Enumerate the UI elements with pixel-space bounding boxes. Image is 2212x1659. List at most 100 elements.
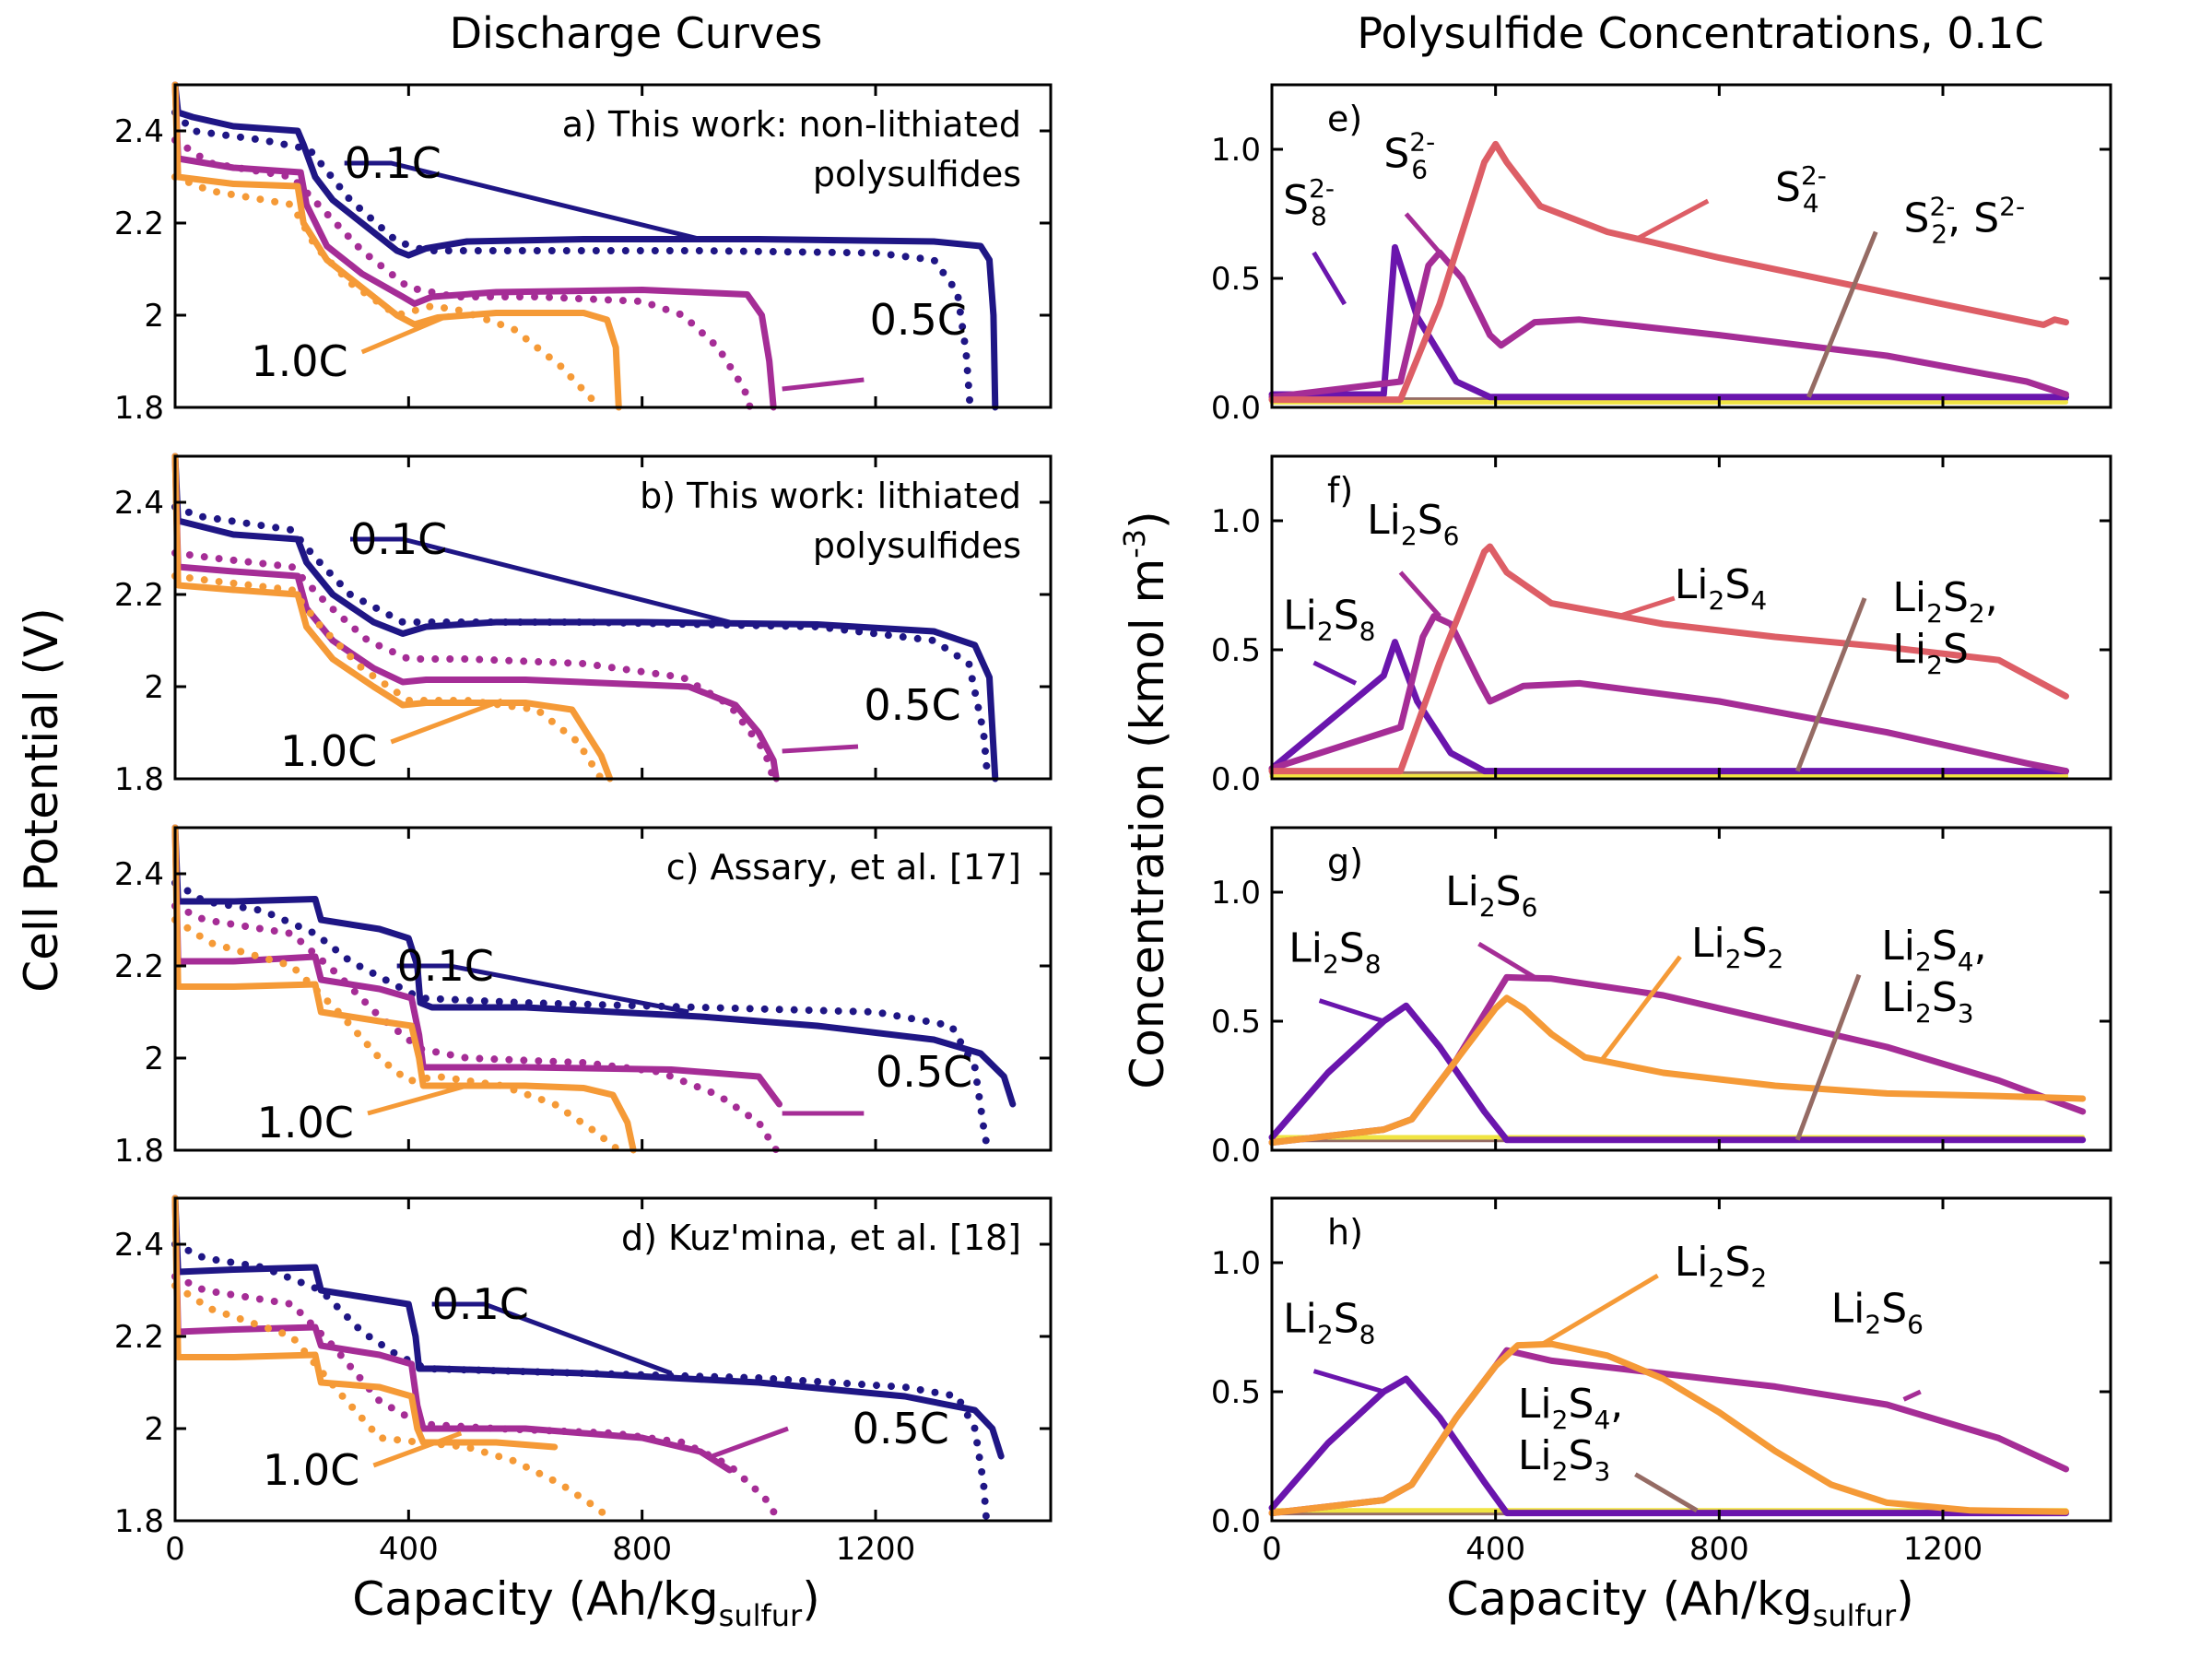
series-line-c-c01-solid [171,824,1017,1108]
series-line-c-c10-dotted [171,916,623,1154]
x-tick-label-d-1200: 1200 [836,1531,916,1568]
panel-label-b: b) This work: lithiated [640,476,1021,516]
panel-e: 0.00.51.0e)S2-8S2-6 S2-4 S2-2, S2- [1211,83,2112,427]
rate-label-d-c05: 0.5C [853,1404,949,1453]
species-label-e-s6: S2-6 [1383,127,1435,185]
species-label-f-s8: Li2S8 [1283,593,1375,647]
species-subscript2: 4 [1750,585,1767,616]
species-line2-main2: S [1569,1432,1594,1479]
annotation-leader-d-c10 [372,1430,463,1468]
series-line-c-c01-dotted [171,879,992,1154]
y-tick-label-e-1: 1.0 [1211,132,1261,169]
series-line-f-s8 [1268,639,2069,775]
species-label-h-s8: Li2S8 [1283,1296,1375,1350]
species-subscript: 2 [1725,944,1742,974]
annotation-leader-a-c10 [360,312,451,355]
y-tick-label-c-2: 2 [144,1041,164,1077]
annotation-leader-e-s6 [1404,212,1441,254]
annotation-leader-f-s8 [1312,660,1358,686]
series-line-c-c05-dotted [171,902,781,1154]
species-subscript2: 6 [1522,892,1538,923]
species-subscript: 2 [1317,617,1334,647]
species-subscript2: 4 [1594,1405,1610,1435]
species-line2-subscript: 2 [1926,650,1943,680]
species-subscript2: 2 [1750,1263,1767,1293]
species-line2-main: Li [1881,974,1915,1021]
series-line-a-c01-dotted [171,109,974,411]
series-line-a-c10-dotted [171,173,606,411]
species-main: Li [1675,1239,1709,1286]
species-main: Li [1367,497,1401,544]
species-main2: S [1742,920,1768,967]
left-x-axis-label-end: ) [802,1572,820,1626]
y-tick-label-f-0.5: 0.5 [1211,632,1261,669]
species-main2: S [1496,868,1522,915]
plot-frame-h [1270,1196,2112,1523]
y-tick-label-b-1.8: 1.8 [114,761,164,798]
species-label-g-s8: Li2S8 [1288,925,1381,980]
series-line-h-s8 [1268,1375,2069,1517]
y-tick-label-d-1.8: 1.8 [114,1503,164,1540]
species-label-f-s6: Li2S6 [1367,497,1459,551]
series-line-d-c10-dotted [171,1282,617,1524]
species-label-h-s6: Li2S6 [1831,1285,1924,1339]
species-line2-subscript2: 3 [1594,1456,1610,1487]
panel-label-e: e) [1327,99,1362,139]
rate-label-a-c10: 1.0C [251,336,347,386]
species-line2-subscript2: 3 [1958,998,1974,1029]
left-x-axis-label: Capacity (Ah/kgsulfur) [352,1572,819,1633]
species-label-line2-h-lowest: Li2S3 [1518,1432,1610,1487]
series-line-e-s8 [1268,243,2069,401]
panel-label-g: g) [1327,841,1363,882]
x-tick-label-d-400: 400 [379,1531,439,1568]
species-subscript2: 4 [1958,947,1974,977]
right-x-axis-label-main: Capacity (Ah/kg [1446,1572,1812,1626]
species-line2-subscript: 2 [1915,998,1932,1029]
panel-a: 1.8 2 2.2 2.4 a) This work: non-lithiated pol… [114,81,1053,427]
annotation-leader-b-c01 [350,536,731,625]
y-tick-label-h-0: 0.0 [1211,1503,1261,1540]
species-label-e-s4: S2-4 [1775,160,1827,218]
species-main2: S [1724,561,1750,608]
species-superscript: 2- [1409,127,1435,158]
species-main2: S [1339,925,1365,972]
plot-frame-a [173,83,1053,409]
annotation-leader-c-c01 [396,963,689,1015]
y-tick-label-c-2.2: 2.2 [114,948,164,985]
rate-label-d-c10: 1.0C [263,1445,359,1495]
x-tick-label-d-0: 0 [165,1531,185,1568]
species-main2: S [1569,1381,1594,1428]
annotation-leader-e-s4 [1634,198,1710,242]
x-tick-label-h-800: 800 [1689,1531,1749,1568]
annotation-leader-e-lowest [1806,230,1878,398]
species-subscript: 2 [1552,1405,1569,1435]
species-subscript2: 8 [1359,617,1376,647]
y-tick-label-h-1: 1.0 [1211,1245,1261,1282]
rate-label-b-c10: 1.0C [280,726,377,776]
species-tail: , S [1947,195,1999,242]
species-main: Li [1675,561,1709,608]
species-main: S [1904,195,1930,242]
right-y-axis-label-superscript: -3 [1117,529,1152,559]
rate-label-c-c01: 0.1C [397,941,494,991]
x-tick-label-h-1200: 1200 [1903,1531,1983,1568]
y-tick-label-a-2.2: 2.2 [114,206,164,242]
species-subscript: 8 [1311,201,1327,231]
y-tick-label-a-1.8: 1.8 [114,390,164,427]
species-main2: S [1943,574,1969,621]
species-main2: S [1881,1285,1907,1332]
species-main: Li [1283,593,1317,640]
annotation-leader-h-s6 [1902,1389,1922,1402]
series-line-d-c05-solid [171,1194,734,1474]
right-x-axis-label: Capacity (Ah/kgsulfur) [1446,1572,1913,1633]
species-line2-main2: S [1943,626,1969,673]
species-subscript: 4 [1803,188,1819,218]
panel-label-d: d) Kuz'mina, et al. [18] [621,1218,1021,1258]
annotation-leader-b-c10 [390,698,503,745]
plot-frame-b [173,454,1053,781]
y-tick-label-e-0.5: 0.5 [1211,261,1261,298]
series-line-h-s6 [1268,1347,2069,1517]
plot-frame-e [1270,83,2112,409]
